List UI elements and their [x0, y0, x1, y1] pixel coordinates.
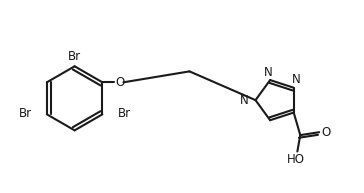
- Text: N: N: [264, 66, 272, 79]
- Text: HO: HO: [286, 153, 305, 166]
- Text: O: O: [115, 76, 124, 89]
- Text: N: N: [292, 73, 300, 86]
- Text: N: N: [240, 94, 249, 107]
- Text: Br: Br: [68, 50, 81, 63]
- Text: O: O: [322, 126, 331, 139]
- Text: Br: Br: [19, 107, 32, 120]
- Text: Br: Br: [118, 107, 131, 120]
